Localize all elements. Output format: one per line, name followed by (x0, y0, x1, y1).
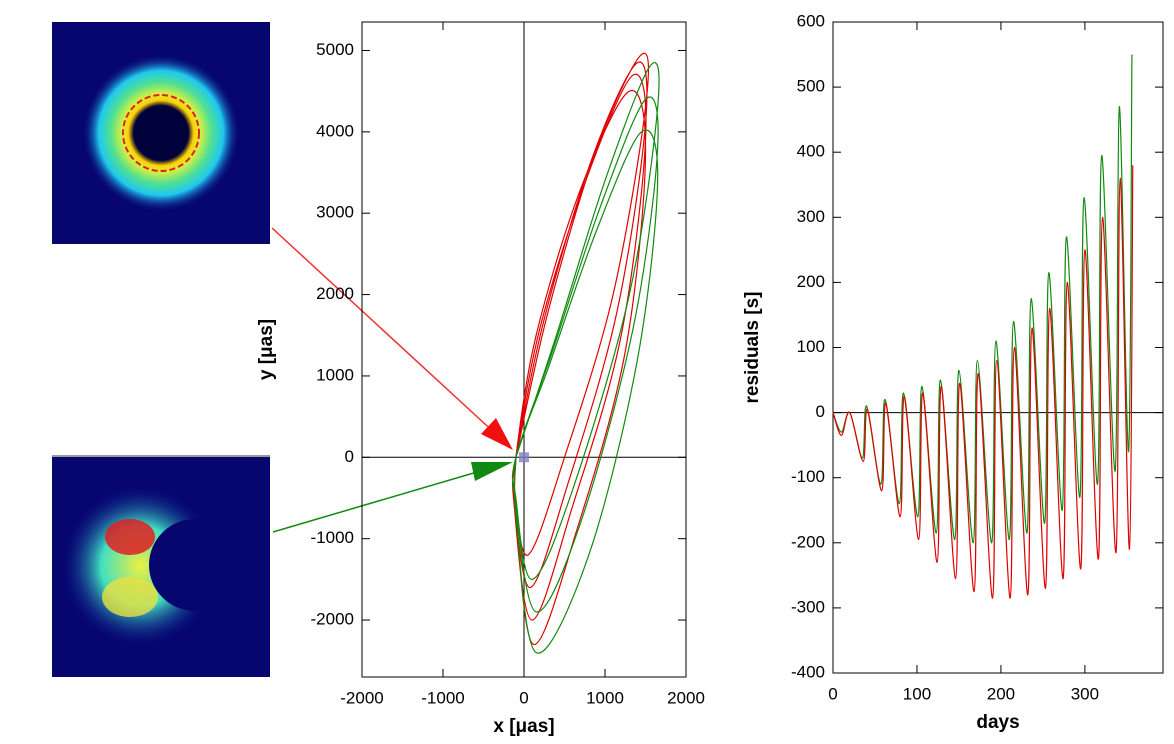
y-tick-label: -2000 (311, 610, 354, 629)
x-tick-label: 2000 (667, 688, 705, 707)
y-tick-label: 500 (797, 77, 825, 96)
arrows (271, 227, 513, 533)
x-tick-label: 0 (828, 684, 837, 703)
x-axis-label: days (976, 712, 1019, 733)
series-line (511, 52, 650, 646)
y-tick-label: -100 (791, 467, 825, 486)
y-tick-label: 1000 (316, 365, 354, 384)
x-tick-label: -2000 (340, 688, 383, 707)
y-tick-label: 100 (797, 337, 825, 356)
y-tick-label: 2000 (316, 284, 354, 303)
series-line (511, 61, 660, 654)
x-axis-label: x [μas] (493, 716, 554, 737)
x-tick-label: 200 (987, 684, 1015, 703)
y-tick-label: 300 (797, 207, 825, 226)
x-tick-label: 1000 (586, 688, 624, 707)
x-tick-label: 100 (903, 684, 931, 703)
x-tick-label: 300 (1071, 684, 1099, 703)
y-tick-label: 600 (797, 11, 825, 30)
y-tick-label: -200 (791, 532, 825, 551)
x-tick-label: -1000 (421, 688, 464, 707)
y-axis-label: y [μas] (256, 319, 277, 380)
y-tick-label: 5000 (316, 40, 354, 59)
series-line (832, 165, 1134, 599)
y-tick-label: 200 (797, 272, 825, 291)
y-axis-label: residuals [s] (742, 292, 763, 404)
bottom-image (52, 455, 270, 677)
plot-frame (832, 21, 1164, 674)
y-tick-label: -1000 (311, 528, 354, 547)
y-tick-label: -400 (791, 662, 825, 681)
y-tick-label: 400 (797, 142, 825, 161)
y-tick-label: 4000 (316, 121, 354, 140)
x-tick-label: 0 (519, 688, 528, 707)
top-image (52, 22, 270, 244)
origin-marker (519, 452, 529, 463)
y-tick-label: 3000 (316, 203, 354, 222)
y-tick-label: -300 (791, 597, 825, 616)
series-line (832, 54, 1133, 544)
y-tick-label: 0 (345, 447, 354, 466)
y-tick-label: 0 (816, 402, 825, 421)
